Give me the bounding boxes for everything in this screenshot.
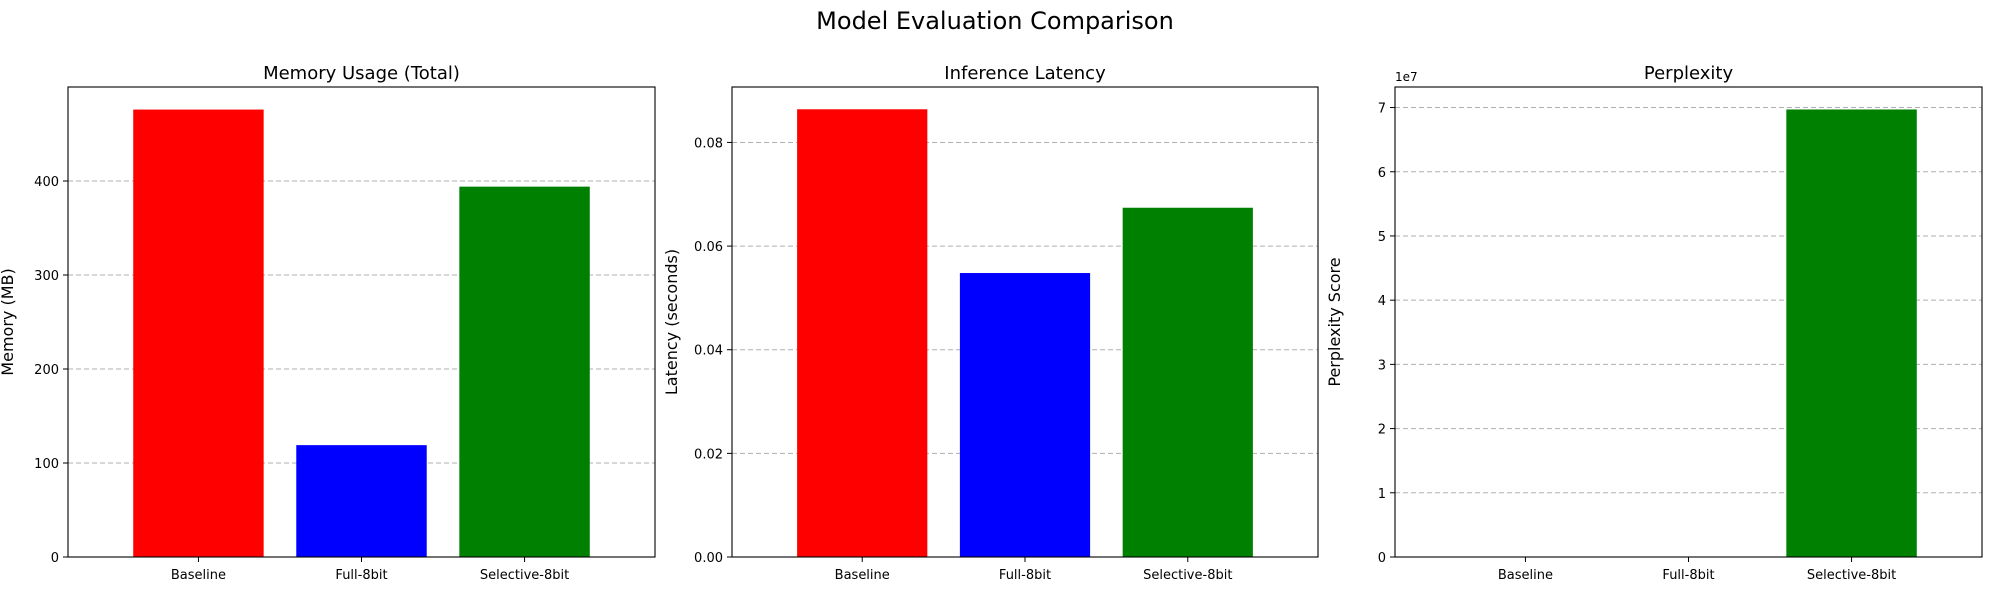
y-tick-label: 7 [1378, 102, 1386, 117]
bar-full-8bit [296, 445, 427, 557]
y-tick-label: 0 [51, 551, 59, 566]
y-tick-label: 400 [34, 175, 59, 190]
x-tick-label: Selective-8bit [480, 568, 569, 583]
chart-memory-usage: 0 100 200 300 400 Baseline Full-8bit Selective-… [0, 63, 656, 583]
y-tick-label: 5 [1378, 230, 1386, 245]
x-tick-label: Full-8bit [1662, 568, 1714, 583]
chart-inference-latency: 0.00 0.02 0.04 0.06 0.08 Baseline Full-8bit Sel… [662, 63, 1319, 583]
x-tick-label: Full-8bit [999, 568, 1051, 583]
y-tick-label: 0 [1378, 551, 1386, 566]
y-tick-label: 0.08 [694, 136, 723, 151]
y-tick-label: 300 [34, 269, 59, 284]
y-tick-label: 0.02 [694, 447, 723, 462]
y-tick-label: 0.00 [694, 551, 723, 566]
y-axis-label: Perplexity Score [1325, 257, 1344, 386]
bar-selective-8bit [459, 186, 590, 557]
figure-title: Model Evaluation Comparison [816, 7, 1174, 35]
y-axis-label: Latency (seconds) [662, 249, 681, 395]
y-tick-label: 3 [1378, 358, 1386, 373]
y-tick-label: 1 [1378, 487, 1386, 502]
bar-selective-8bit [1786, 109, 1917, 557]
axes-title: Memory Usage (Total) [263, 63, 460, 84]
chart-perplexity: 0 1 2 3 4 5 6 7 Baseline Full-8bit Selective-8bit P… [1325, 63, 1983, 583]
x-tick-label: Baseline [171, 568, 226, 583]
y-tick-label: 200 [34, 363, 59, 378]
bar-full-8bit [959, 273, 1091, 557]
y-offset-label: 1e7 [1395, 70, 1418, 84]
y-tick-label: 0.06 [694, 240, 723, 255]
axes-title: Inference Latency [944, 63, 1106, 84]
bar-baseline [133, 109, 264, 557]
x-tick-label: Full-8bit [335, 568, 387, 583]
x-tick-label: Selective-8bit [1807, 568, 1896, 583]
y-tick-label: 2 [1378, 423, 1386, 438]
x-tick-label: Baseline [1498, 568, 1553, 583]
bar-selective-8bit [1122, 207, 1253, 557]
bar-baseline [797, 109, 928, 557]
y-axis-label: Memory (MB) [0, 268, 17, 375]
y-tick-label: 0.04 [694, 344, 723, 359]
axes-title: Perplexity [1644, 63, 1734, 84]
y-tick-label: 4 [1378, 294, 1386, 309]
x-tick-label: Baseline [835, 568, 890, 583]
y-tick-label: 6 [1378, 166, 1386, 181]
y-tick-label: 100 [34, 457, 59, 472]
x-tick-label: Selective-8bit [1143, 568, 1232, 583]
